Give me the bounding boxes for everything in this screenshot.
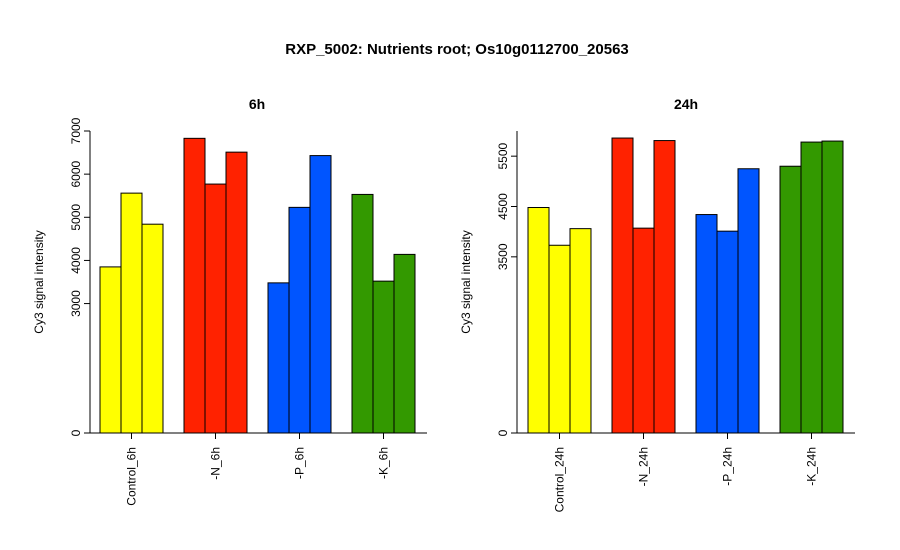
bars [527, 137, 844, 439]
bar [737, 168, 760, 434]
bar [393, 253, 416, 434]
y-tick-label: 0 [69, 429, 83, 436]
bar [204, 183, 227, 434]
bar [309, 155, 332, 434]
bar [288, 206, 311, 434]
x-category-label: Control_6h [125, 447, 139, 506]
x-category-label: -N_6h [209, 447, 223, 480]
y-tick-label: 3000 [69, 290, 83, 317]
figure-title: RXP_5002: Nutrients root; Os10g0112700_2… [285, 41, 629, 58]
bar [611, 137, 634, 434]
x-category-label: -P_24h [721, 447, 735, 486]
bar [821, 140, 844, 434]
bar [800, 141, 823, 434]
bar [141, 223, 164, 434]
y-tick-label: 4500 [496, 193, 510, 220]
bar [225, 151, 248, 434]
y-axis-label: Cy3 signal intensity [459, 230, 473, 333]
bar [267, 282, 290, 434]
y-tick-label: 6000 [69, 160, 83, 187]
chart-panel-6h: 6h Cy3 signal intensity 0 3000 4000 5000 600… [32, 96, 427, 506]
bar [183, 137, 206, 434]
x-category-label: -P_6h [293, 447, 307, 479]
category-labels: Control_6h -N_6h -P_6h -K_6h [125, 447, 391, 506]
x-category-label: -K_24h [805, 447, 819, 486]
bar [527, 207, 550, 434]
bars [99, 137, 416, 439]
bar [569, 228, 592, 434]
panel-title: 24h [674, 96, 698, 112]
x-category-label: -K_6h [377, 447, 391, 479]
bar [695, 214, 718, 434]
bar [372, 280, 395, 434]
y-tick-label: 3500 [496, 243, 510, 270]
bar [120, 192, 143, 434]
y-axis-ticks: 0 3500 4500 5500 [496, 142, 517, 436]
panel-title: 6h [249, 96, 265, 112]
y-tick-label: 4000 [69, 247, 83, 274]
y-tick-label: 5500 [496, 142, 510, 169]
bar [351, 193, 374, 434]
y-tick-label: 0 [496, 429, 510, 436]
chart-panel-24h: 24h Cy3 signal intensity 0 3500 4500 5500 C… [459, 96, 855, 512]
bar [716, 230, 739, 434]
x-category-label: -N_24h [637, 447, 651, 486]
y-axis-ticks: 0 3000 4000 5000 6000 7000 [69, 117, 90, 436]
bar [653, 140, 676, 434]
bar [548, 244, 571, 434]
y-axis-label: Cy3 signal intensity [32, 230, 46, 333]
bar [99, 266, 122, 434]
y-tick-label: 5000 [69, 204, 83, 231]
bar [779, 165, 802, 434]
y-tick-label: 7000 [69, 117, 83, 144]
category-labels: Control_24h -N_24h -P_24h -K_24h [553, 447, 819, 512]
x-category-label: Control_24h [553, 447, 567, 512]
bar [632, 227, 655, 434]
